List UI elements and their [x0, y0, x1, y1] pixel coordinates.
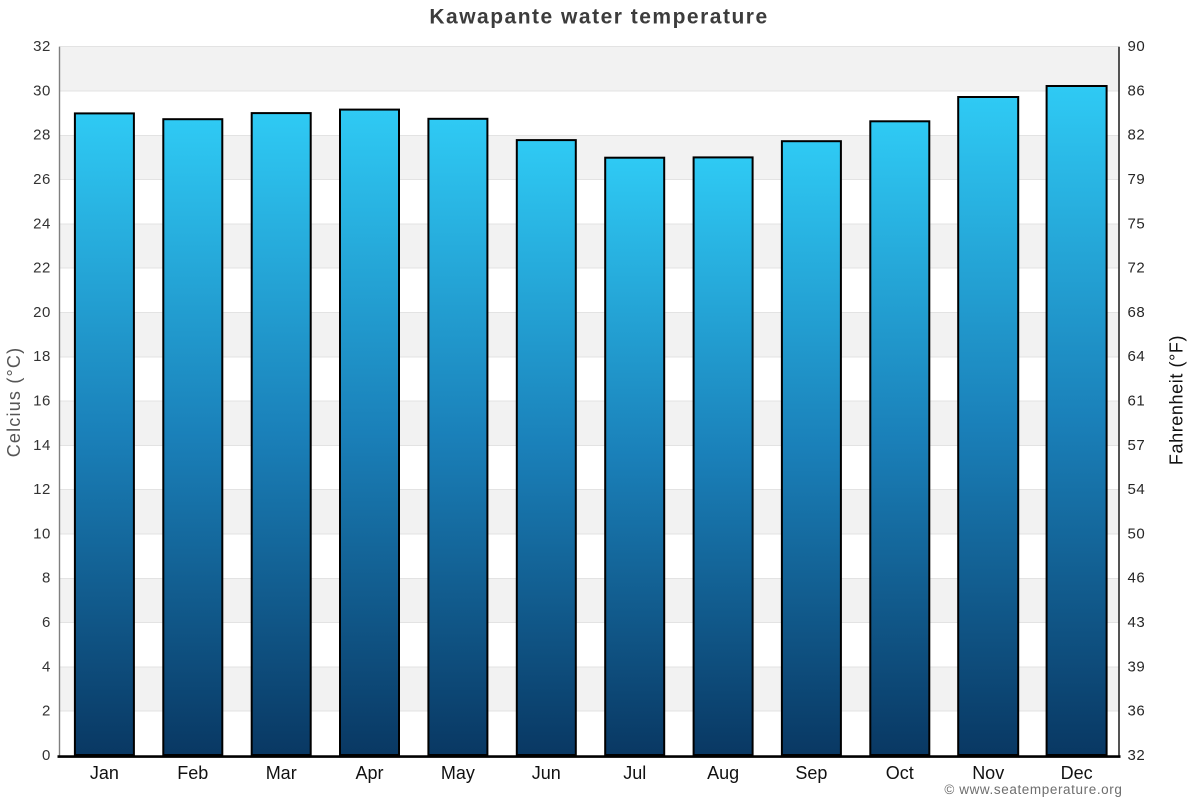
svg-text:54: 54: [1128, 481, 1146, 498]
svg-text:50: 50: [1128, 525, 1146, 542]
svg-text:© www.seatemperature.org: © www.seatemperature.org: [944, 782, 1122, 797]
svg-text:79: 79: [1128, 171, 1146, 188]
svg-text:Celcius (°C): Celcius (°C): [4, 347, 24, 458]
svg-text:46: 46: [1128, 570, 1146, 587]
svg-text:16: 16: [33, 393, 51, 410]
svg-text:Jul: Jul: [623, 763, 646, 783]
svg-text:Fahrenheit (°F): Fahrenheit (°F): [1167, 335, 1187, 465]
svg-text:Feb: Feb: [177, 763, 208, 783]
svg-text:72: 72: [1128, 260, 1146, 277]
svg-text:4: 4: [42, 658, 51, 675]
svg-text:61: 61: [1128, 393, 1146, 410]
svg-text:14: 14: [33, 437, 51, 454]
svg-text:10: 10: [33, 525, 51, 542]
svg-text:0: 0: [42, 747, 51, 764]
svg-text:30: 30: [33, 82, 51, 99]
svg-text:Nov: Nov: [972, 763, 1004, 783]
svg-text:Aug: Aug: [707, 763, 739, 783]
svg-text:Apr: Apr: [355, 763, 383, 783]
svg-text:Sep: Sep: [795, 763, 827, 783]
svg-text:Dec: Dec: [1061, 763, 1093, 783]
svg-text:Jun: Jun: [532, 763, 561, 783]
svg-text:82: 82: [1128, 127, 1146, 144]
svg-text:64: 64: [1128, 348, 1146, 365]
svg-text:43: 43: [1128, 614, 1146, 631]
svg-text:32: 32: [33, 38, 51, 55]
svg-text:86: 86: [1128, 82, 1146, 99]
svg-text:Jan: Jan: [90, 763, 119, 783]
svg-text:May: May: [441, 763, 475, 783]
svg-text:28: 28: [33, 127, 51, 144]
svg-text:24: 24: [33, 215, 51, 232]
svg-text:8: 8: [42, 570, 51, 587]
svg-text:Oct: Oct: [886, 763, 914, 783]
svg-text:2: 2: [42, 703, 51, 720]
svg-text:20: 20: [33, 304, 51, 321]
svg-text:39: 39: [1128, 658, 1146, 675]
svg-text:12: 12: [33, 481, 51, 498]
svg-text:6: 6: [42, 614, 51, 631]
svg-text:26: 26: [33, 171, 51, 188]
svg-text:57: 57: [1128, 437, 1146, 454]
svg-text:32: 32: [1128, 747, 1146, 764]
svg-text:Mar: Mar: [266, 763, 297, 783]
svg-text:90: 90: [1128, 38, 1146, 55]
svg-text:18: 18: [33, 348, 51, 365]
svg-text:Kawapante water temperature: Kawapante water temperature: [429, 6, 768, 29]
svg-text:22: 22: [33, 260, 51, 277]
svg-text:68: 68: [1128, 304, 1146, 321]
svg-text:36: 36: [1128, 703, 1146, 720]
svg-text:75: 75: [1128, 215, 1146, 232]
